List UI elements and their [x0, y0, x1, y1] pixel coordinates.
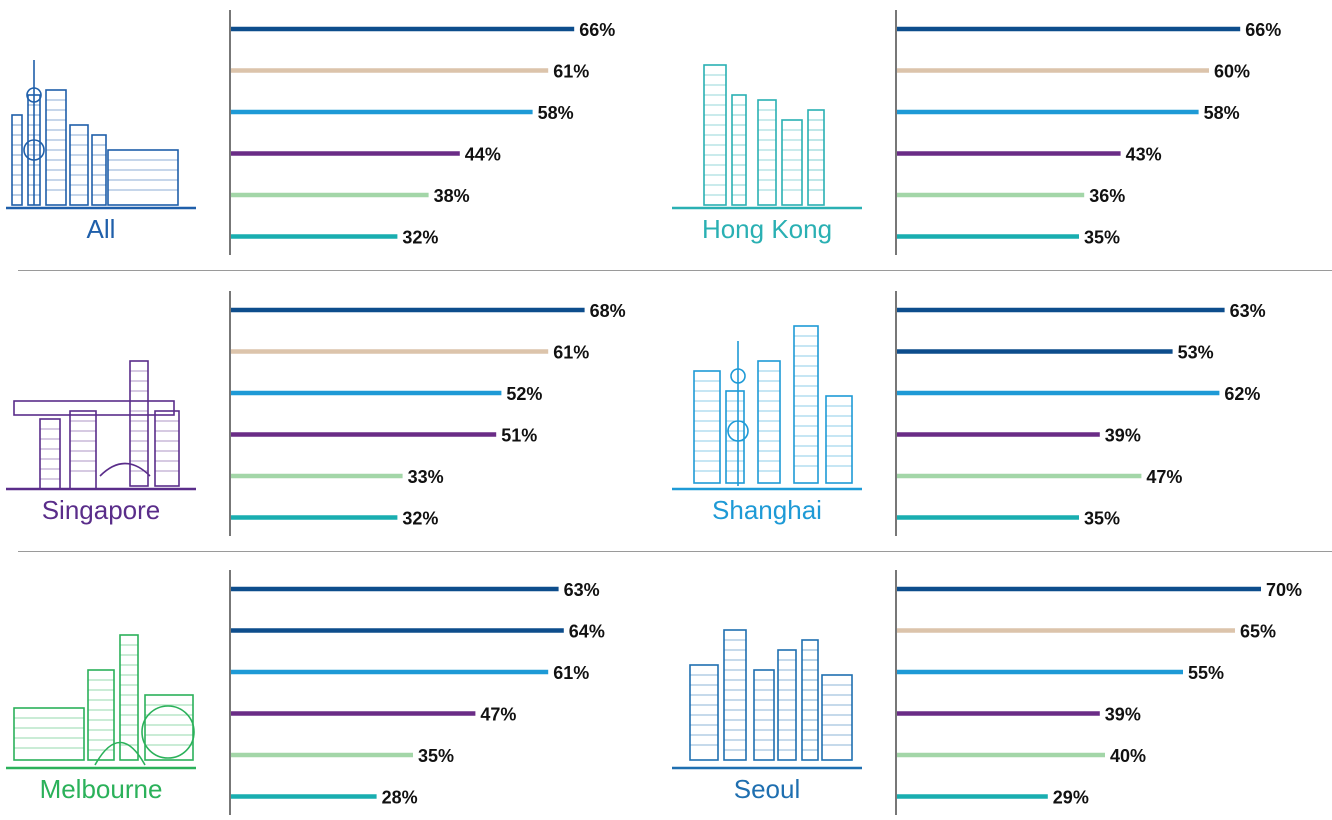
skyline-seoul-icon: [689, 629, 853, 761]
city-name: Seoul: [733, 774, 801, 804]
bar-value-label: 28%: [382, 788, 418, 808]
bar-value-label: 66%: [579, 20, 615, 40]
bar-value-label: 70%: [1266, 580, 1302, 600]
chart-svg: 66% 60% 58% 43% 36% 35%: [672, 10, 1281, 257]
bar-value-label: 68%: [590, 301, 626, 321]
bar-value-label: 43%: [1126, 145, 1162, 165]
skyline-melbourne-icon: [13, 634, 195, 766]
bar-value-label: 61%: [553, 663, 589, 683]
bar-value-label: 53%: [1178, 343, 1214, 363]
skyline-shanghai-icon: [693, 325, 853, 486]
bar-value-label: 38%: [434, 186, 470, 206]
city-name: Singapore: [41, 495, 161, 525]
city-name: Hong Kong: [701, 214, 833, 244]
bar-value-label: 39%: [1105, 426, 1141, 446]
bar-value-label: 40%: [1110, 746, 1146, 766]
bar-value-label: 32%: [402, 509, 438, 529]
bar-value-label: 44%: [465, 145, 501, 165]
bar-value-label: 35%: [1084, 509, 1120, 529]
skyline-singapore-icon: [13, 360, 180, 490]
bar-value-label: 61%: [553, 62, 589, 82]
city-chart-singapore: 68% 61% 52% 51% 33% 32% Singapore: [0, 281, 666, 538]
city-chart-all: 66% 61% 58% 44% 38% 32% All: [0, 0, 666, 257]
chart-svg: 63% 53% 62% 39% 47% 35%: [672, 291, 1266, 538]
city-chart-seoul: 70% 65% 55% 39% 40% 29% Seoul: [666, 560, 1332, 817]
bar-value-label: 35%: [418, 746, 454, 766]
bar-value-label: 36%: [1089, 186, 1125, 206]
bar-value-label: 33%: [408, 467, 444, 487]
city-name: Shanghai: [712, 495, 822, 525]
bar-value-label: 58%: [538, 103, 574, 123]
bar-value-label: 64%: [569, 622, 605, 642]
bar-value-label: 39%: [1105, 705, 1141, 725]
bar-value-label: 55%: [1188, 663, 1224, 683]
bar-value-label: 61%: [553, 343, 589, 363]
bar-value-label: 47%: [1146, 467, 1182, 487]
skyline-singapore-icon: [13, 360, 180, 490]
skyline-all-icon: [11, 60, 179, 206]
bar-value-label: 52%: [506, 384, 542, 404]
city-chart-shanghai: 63% 53% 62% 39% 47% 35% Shanghai: [666, 281, 1332, 538]
skyline-hong-kong-icon: [703, 64, 825, 206]
chart-svg: 63% 64% 61% 47% 35% 28%: [6, 570, 605, 817]
city-chart-melbourne: 63% 64% 61% 47% 35% 28% Melbourne: [0, 560, 666, 817]
bar-value-label: 47%: [480, 705, 516, 725]
skyline-seoul-icon: [689, 629, 853, 761]
bar-value-label: 32%: [402, 228, 438, 248]
city-name: All: [86, 214, 116, 244]
bar-value-label: 66%: [1245, 20, 1281, 40]
bar-value-label: 65%: [1240, 622, 1276, 642]
chart-svg: 66% 61% 58% 44% 38% 32%: [6, 10, 615, 257]
skyline-hong-kong-icon: [703, 64, 825, 206]
chart-svg: 68% 61% 52% 51% 33% 32%: [6, 291, 626, 538]
bar-value-label: 58%: [1204, 103, 1240, 123]
bar-value-label: 63%: [564, 580, 600, 600]
bar-value-label: 35%: [1084, 228, 1120, 248]
skyline-all-icon: [11, 60, 179, 206]
bar-value-label: 60%: [1214, 62, 1250, 82]
bar-value-label: 29%: [1053, 788, 1089, 808]
bar-value-label: 51%: [501, 426, 537, 446]
row-divider: [18, 270, 1332, 271]
city-chart-hong-kong: 66% 60% 58% 43% 36% 35% Hong Kong: [666, 0, 1332, 257]
city-name: Melbourne: [39, 774, 163, 804]
skyline-shanghai-icon: [693, 325, 853, 486]
bar-value-label: 63%: [1230, 301, 1266, 321]
bar-value-label: 62%: [1224, 384, 1260, 404]
chart-svg: 70% 65% 55% 39% 40% 29%: [672, 570, 1302, 817]
row-divider: [18, 551, 1332, 552]
skyline-melbourne-icon: [13, 634, 195, 766]
